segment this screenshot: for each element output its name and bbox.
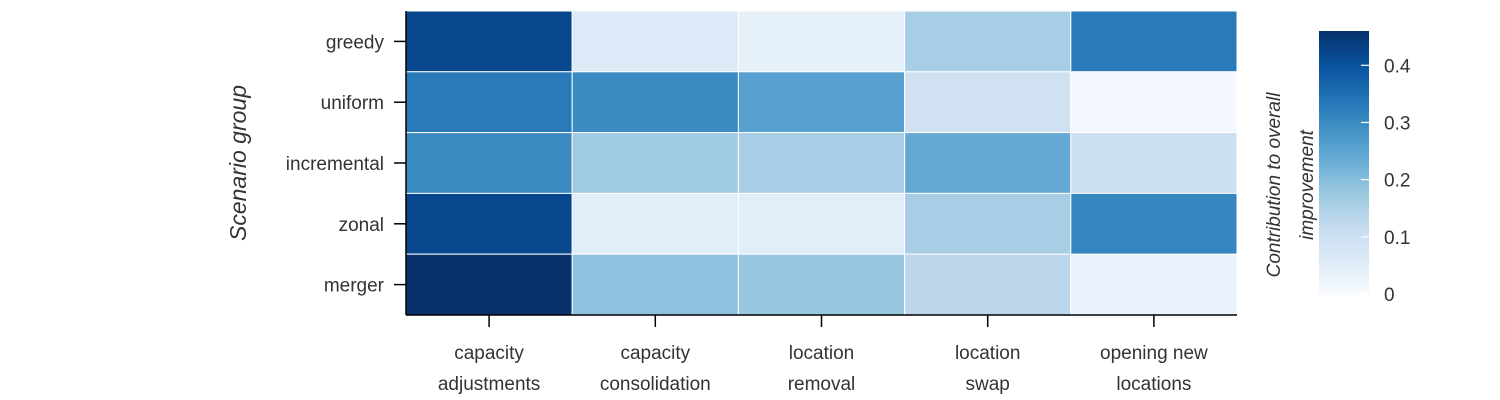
y-axis-title: Scenario group xyxy=(225,85,251,241)
y-tick-label: greedy xyxy=(326,32,385,53)
x-tick-label: capacity xyxy=(454,343,524,364)
heatmap-cell xyxy=(1070,10,1238,73)
heatmap-cell xyxy=(405,192,573,255)
heatmap-cell xyxy=(1070,192,1238,255)
x-tick-labels: capacity adjustments capacity consolidation… xyxy=(438,343,1208,395)
heatmap-cell xyxy=(904,132,1072,194)
colorbar-tick-label: 0.2 xyxy=(1384,171,1410,192)
heatmap-cell xyxy=(737,10,906,73)
heatmap-cell xyxy=(571,132,739,194)
heatmap-cell xyxy=(571,10,739,73)
x-tick-label: locations xyxy=(1116,374,1191,395)
heatmap-cell xyxy=(405,10,573,73)
heatmap-cell xyxy=(904,71,1072,134)
heatmap-cells xyxy=(405,10,1238,316)
heatmap-cell xyxy=(1070,71,1238,134)
y-tick-label: merger xyxy=(324,276,385,297)
heatmap-axes xyxy=(394,11,1237,327)
colorbar-bar xyxy=(1319,31,1369,294)
colorbar-ticks: 0 0.1 0.2 0.3 0.4 xyxy=(1361,56,1411,306)
x-tick-label: consolidation xyxy=(600,374,711,395)
x-tick-label: swap xyxy=(966,374,1010,395)
x-tick-label: opening new xyxy=(1100,343,1208,364)
colorbar xyxy=(1319,31,1369,294)
heatmap-cell xyxy=(904,10,1072,73)
x-tick-label: location xyxy=(789,343,855,364)
colorbar-title-line: improvement xyxy=(1297,129,1318,240)
x-tick-label: location xyxy=(955,343,1021,364)
x-tick-label: adjustments xyxy=(438,374,540,395)
heatmap-cell xyxy=(904,253,1072,316)
colorbar-tick-label: 0.1 xyxy=(1384,228,1410,249)
colorbar-title-line: Contribution to overall xyxy=(1264,92,1285,278)
heatmap-cell xyxy=(1070,253,1238,316)
heatmap-cell xyxy=(737,253,906,316)
heatmap-cell xyxy=(571,71,739,134)
heatmap-cell xyxy=(737,71,906,134)
y-tick-labels: greedy uniform incremental zonal merger xyxy=(286,32,385,296)
y-tick-label: uniform xyxy=(321,93,384,114)
heatmap-cell xyxy=(571,192,739,255)
heatmap-cell xyxy=(405,132,573,194)
y-tick-label: incremental xyxy=(286,154,384,175)
y-tick-label: zonal xyxy=(339,215,384,236)
colorbar-tick-label: 0.4 xyxy=(1384,56,1411,77)
colorbar-title: Contribution to overall improvement xyxy=(1264,92,1318,278)
heatmap-cell xyxy=(737,132,906,194)
x-tick-label: removal xyxy=(788,374,856,395)
heatmap-cell xyxy=(1070,132,1238,194)
x-tick-label: capacity xyxy=(620,343,690,364)
heatmap-cell xyxy=(405,71,573,134)
heatmap-cell xyxy=(405,253,573,316)
heatmap-cell xyxy=(737,192,906,255)
heatmap-cell xyxy=(571,253,739,316)
heatmap-cell xyxy=(904,192,1072,255)
colorbar-tick-label: 0.3 xyxy=(1384,113,1410,134)
colorbar-tick-label: 0 xyxy=(1384,285,1395,306)
